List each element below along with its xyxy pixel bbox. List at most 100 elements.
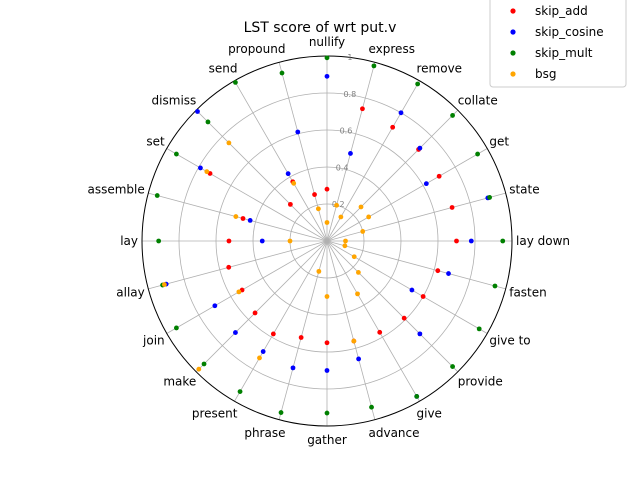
legend-marker — [510, 71, 516, 77]
category-label: nullify — [309, 35, 345, 49]
data-point — [414, 394, 420, 399]
legend-label: bsg — [535, 67, 557, 81]
radial-tick-label: 0.4 — [336, 163, 349, 172]
radial-tick-label: 0.8 — [343, 90, 356, 99]
data-point — [324, 73, 330, 79]
grid-spoke — [278, 240, 328, 420]
data-point — [278, 410, 284, 415]
category-label: assemble — [88, 182, 145, 196]
category-label: make — [163, 375, 196, 389]
data-point — [415, 81, 421, 87]
grid-spoke — [234, 80, 328, 242]
grid-spoke — [278, 62, 328, 242]
grid-spoke — [326, 80, 420, 242]
legend-marker — [510, 29, 516, 35]
data-point — [316, 268, 322, 274]
data-point — [366, 214, 372, 220]
data-point — [417, 145, 423, 151]
data-point — [446, 271, 451, 276]
data-point — [324, 368, 330, 373]
legend-marker — [510, 8, 516, 14]
data-point — [212, 303, 218, 309]
category-label: set — [146, 135, 165, 149]
data-point — [312, 192, 317, 197]
data-point — [450, 364, 455, 369]
data-point — [285, 171, 291, 177]
category-label: get — [489, 135, 509, 149]
data-point — [198, 165, 203, 171]
data-point — [226, 264, 232, 270]
data-point — [240, 216, 246, 221]
category-label: lay down — [516, 234, 570, 248]
data-point — [154, 193, 160, 198]
legend-label: skip_cosine — [535, 25, 604, 39]
data-point — [259, 238, 265, 244]
grid-spoke — [195, 109, 328, 242]
data-point — [360, 106, 365, 112]
category-label: gather — [307, 433, 347, 447]
data-point — [290, 365, 296, 371]
data-point — [487, 195, 493, 200]
data-point — [338, 214, 344, 220]
data-point — [324, 186, 330, 192]
category-label: express — [369, 42, 415, 56]
data-point — [161, 282, 167, 287]
data-point — [500, 238, 506, 244]
category-label: provide — [458, 375, 503, 389]
data-point — [355, 291, 360, 297]
data-point — [360, 229, 366, 234]
data-point — [201, 361, 207, 367]
category-label: lay — [120, 234, 138, 248]
data-point — [315, 206, 321, 212]
data-point — [343, 238, 348, 244]
data-point — [468, 238, 474, 244]
data-point — [436, 173, 442, 179]
category-label: give to — [489, 334, 530, 348]
data-point — [324, 340, 330, 346]
data-point — [390, 124, 396, 130]
category-label: give — [417, 406, 442, 420]
data-point — [324, 220, 330, 225]
legend-box — [489, 0, 627, 88]
data-points — [154, 55, 506, 416]
data-point — [324, 294, 330, 299]
data-point — [342, 243, 348, 249]
data-point — [298, 335, 304, 340]
category-label: remove — [417, 62, 463, 76]
data-point — [334, 202, 339, 208]
data-point — [449, 205, 455, 210]
data-point — [205, 119, 211, 125]
data-point — [204, 169, 210, 175]
data-point — [279, 70, 285, 76]
grid-spoke — [166, 148, 328, 242]
category-label: present — [192, 406, 238, 420]
data-point — [417, 331, 423, 337]
grid-spoke — [234, 240, 328, 402]
category-label: phrase — [244, 426, 285, 440]
grid-spoke — [166, 240, 328, 334]
data-point — [324, 410, 330, 416]
data-point — [173, 151, 179, 157]
data-point — [371, 63, 377, 69]
grid-spoke — [195, 240, 328, 373]
legend-marker — [510, 50, 516, 56]
data-point — [287, 238, 293, 244]
grid-spoke — [326, 240, 506, 290]
data-point — [450, 113, 455, 118]
grid-spoke — [326, 240, 488, 334]
legend-label: skip_mult — [535, 46, 593, 60]
radial-tick-label: 0.6 — [340, 127, 353, 136]
grid-spoke — [148, 240, 328, 290]
data-point — [247, 218, 253, 223]
data-point — [351, 338, 357, 344]
category-label: propound — [228, 42, 285, 56]
category-label: advance — [369, 426, 420, 440]
data-point — [356, 356, 362, 362]
data-point — [475, 151, 481, 157]
data-point — [260, 349, 266, 354]
data-point — [156, 238, 162, 244]
data-point — [423, 181, 429, 187]
grid-spoke — [326, 240, 420, 402]
data-point — [324, 55, 330, 61]
